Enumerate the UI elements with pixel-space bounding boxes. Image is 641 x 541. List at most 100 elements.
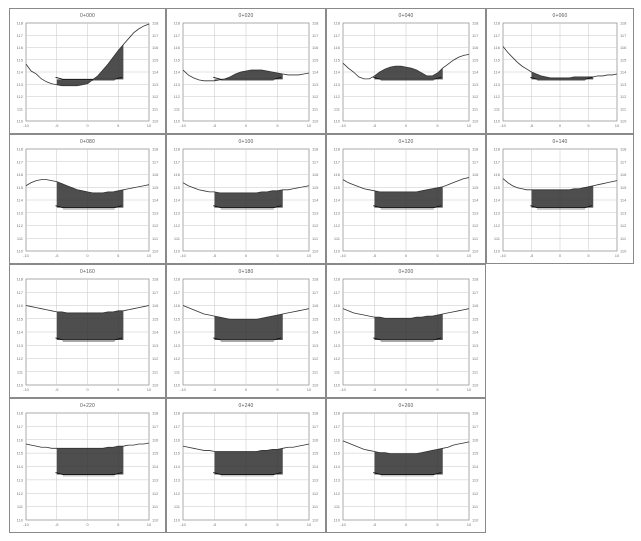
y-tick-label: 115 [152, 451, 159, 456]
y-tick-label: 110 [17, 249, 24, 254]
y-tick-label: 115 [312, 451, 319, 456]
panel-title: 0+220 [79, 403, 96, 409]
x-tick-label: -5 [373, 253, 377, 258]
y-tick-label: 110 [312, 383, 319, 388]
y-tick-label: 116 [312, 303, 319, 308]
cross-section-plot: 118 118 117 117 116 116 115 115 114 114 113 113 112 1… [174, 21, 320, 128]
ground-line [25, 305, 150, 314]
cut-fill-area [56, 446, 124, 475]
x-tick-label: 0 [405, 123, 408, 128]
x-tick-label: -5 [213, 387, 217, 392]
y-tick-label: 116 [472, 303, 479, 308]
y-tick-label: 112 [17, 356, 24, 361]
y-tick-label: 111 [334, 369, 341, 374]
x-tick-label: -5 [213, 522, 217, 527]
y-tick-label: 115 [494, 185, 501, 190]
cross-section-panel: 0+140 118 118 117 117 116 116 115 115 114 114 113 1… [486, 134, 634, 264]
y-tick-label: 115 [17, 316, 24, 321]
y-tick-label: 113 [312, 82, 319, 87]
y-tick-label: 117 [174, 290, 181, 295]
ground-line [342, 177, 470, 193]
panel-title: 0+000 [79, 13, 96, 19]
x-tick-label: 10 [147, 522, 152, 527]
y-tick-label: 110 [174, 518, 181, 523]
panel-title: 0+100 [238, 139, 254, 145]
x-tick-label: 10 [307, 123, 312, 128]
y-tick-label: 118 [620, 147, 627, 152]
y-tick-label: 118 [17, 411, 24, 416]
y-tick-label: 118 [174, 147, 181, 152]
y-tick-label: 112 [17, 491, 24, 496]
y-tick-label: 111 [17, 504, 24, 509]
y-tick-label: 115 [152, 316, 159, 321]
road-template [530, 205, 593, 209]
y-tick-label: 117 [494, 33, 501, 38]
y-tick-label: 117 [152, 290, 159, 295]
road-template [530, 76, 593, 80]
x-tick-label: 5 [587, 123, 590, 128]
x-tick-label: 0 [559, 123, 562, 128]
x-tick-label: 5 [276, 123, 279, 128]
y-tick-label: 112 [174, 356, 181, 361]
ground-line [25, 179, 150, 194]
y-tick-label: 114 [174, 464, 181, 469]
y-tick-label: 110 [17, 383, 24, 388]
x-tick-label: -5 [373, 522, 377, 527]
y-tick-label: 118 [152, 411, 159, 416]
y-tick-label: 118 [334, 411, 341, 416]
y-tick-label: 117 [312, 290, 319, 295]
cross-section-plot: 118 118 117 117 116 116 115 115 114 114 113 113 112 1… [334, 277, 480, 392]
y-tick-label: 110 [620, 119, 627, 124]
cross-section-panel: 0+040 118 118 117 117 116 116 115 115 114 114 113 1… [326, 8, 486, 134]
y-tick-label: 112 [152, 223, 159, 228]
y-tick-label: 110 [152, 249, 159, 254]
y-tick-label: 117 [312, 33, 319, 38]
ground-line [342, 308, 470, 319]
y-tick-label: 116 [472, 45, 479, 50]
x-tick-label: 10 [307, 522, 312, 527]
panel-title: 0+200 [398, 269, 414, 275]
y-tick-label: 112 [334, 356, 341, 361]
cross-section-panel: 0+000 118 118 117 117 116 116 115 115 114 114 113 1… [9, 8, 166, 134]
y-tick-label: 118 [472, 147, 479, 152]
y-tick-label: 113 [174, 343, 181, 348]
y-tick-label: 116 [620, 172, 627, 177]
y-tick-label: 117 [334, 424, 341, 429]
y-tick-label: 111 [17, 106, 24, 111]
y-tick-label: 113 [17, 82, 24, 87]
panel-title: 0+080 [79, 139, 96, 145]
y-tick-label: 112 [152, 356, 159, 361]
y-tick-label: 110 [334, 518, 341, 523]
y-tick-label: 113 [17, 210, 24, 215]
y-tick-label: 112 [17, 94, 24, 99]
y-tick-label: 117 [152, 424, 159, 429]
y-tick-label: 113 [152, 477, 159, 482]
x-tick-label: -10 [500, 123, 507, 128]
y-tick-label: 113 [472, 82, 479, 87]
panel-title: 0+160 [79, 269, 96, 275]
y-tick-label: 112 [494, 223, 501, 228]
y-tick-label: 111 [174, 236, 181, 241]
ground-line [342, 440, 470, 455]
cross-section-plot: 118 118 117 117 116 116 115 115 114 114 113 113 112 1… [17, 147, 160, 258]
y-tick-label: 110 [494, 249, 501, 254]
y-tick-label: 114 [334, 464, 341, 469]
x-tick-label: 0 [86, 253, 89, 258]
x-tick-label: 10 [467, 522, 472, 527]
x-tick-label: -10 [340, 387, 347, 392]
cross-section-plot: 118 118 117 117 116 116 115 115 114 114 113 113 112 1… [334, 21, 480, 128]
x-tick-label: -5 [373, 123, 377, 128]
y-tick-label: 117 [472, 33, 479, 38]
panel-title: 0+180 [238, 269, 254, 275]
y-tick-label: 118 [17, 21, 24, 26]
y-tick-label: 116 [17, 172, 24, 177]
y-tick-label: 112 [334, 491, 341, 496]
y-tick-label: 110 [174, 249, 181, 254]
y-tick-label: 114 [312, 330, 319, 335]
x-tick-label: -5 [55, 522, 59, 527]
y-tick-label: 116 [152, 45, 159, 50]
y-tick-label: 111 [152, 504, 159, 509]
y-tick-label: 116 [312, 172, 319, 177]
y-tick-label: 115 [17, 185, 24, 190]
y-tick-label: 118 [174, 277, 181, 282]
